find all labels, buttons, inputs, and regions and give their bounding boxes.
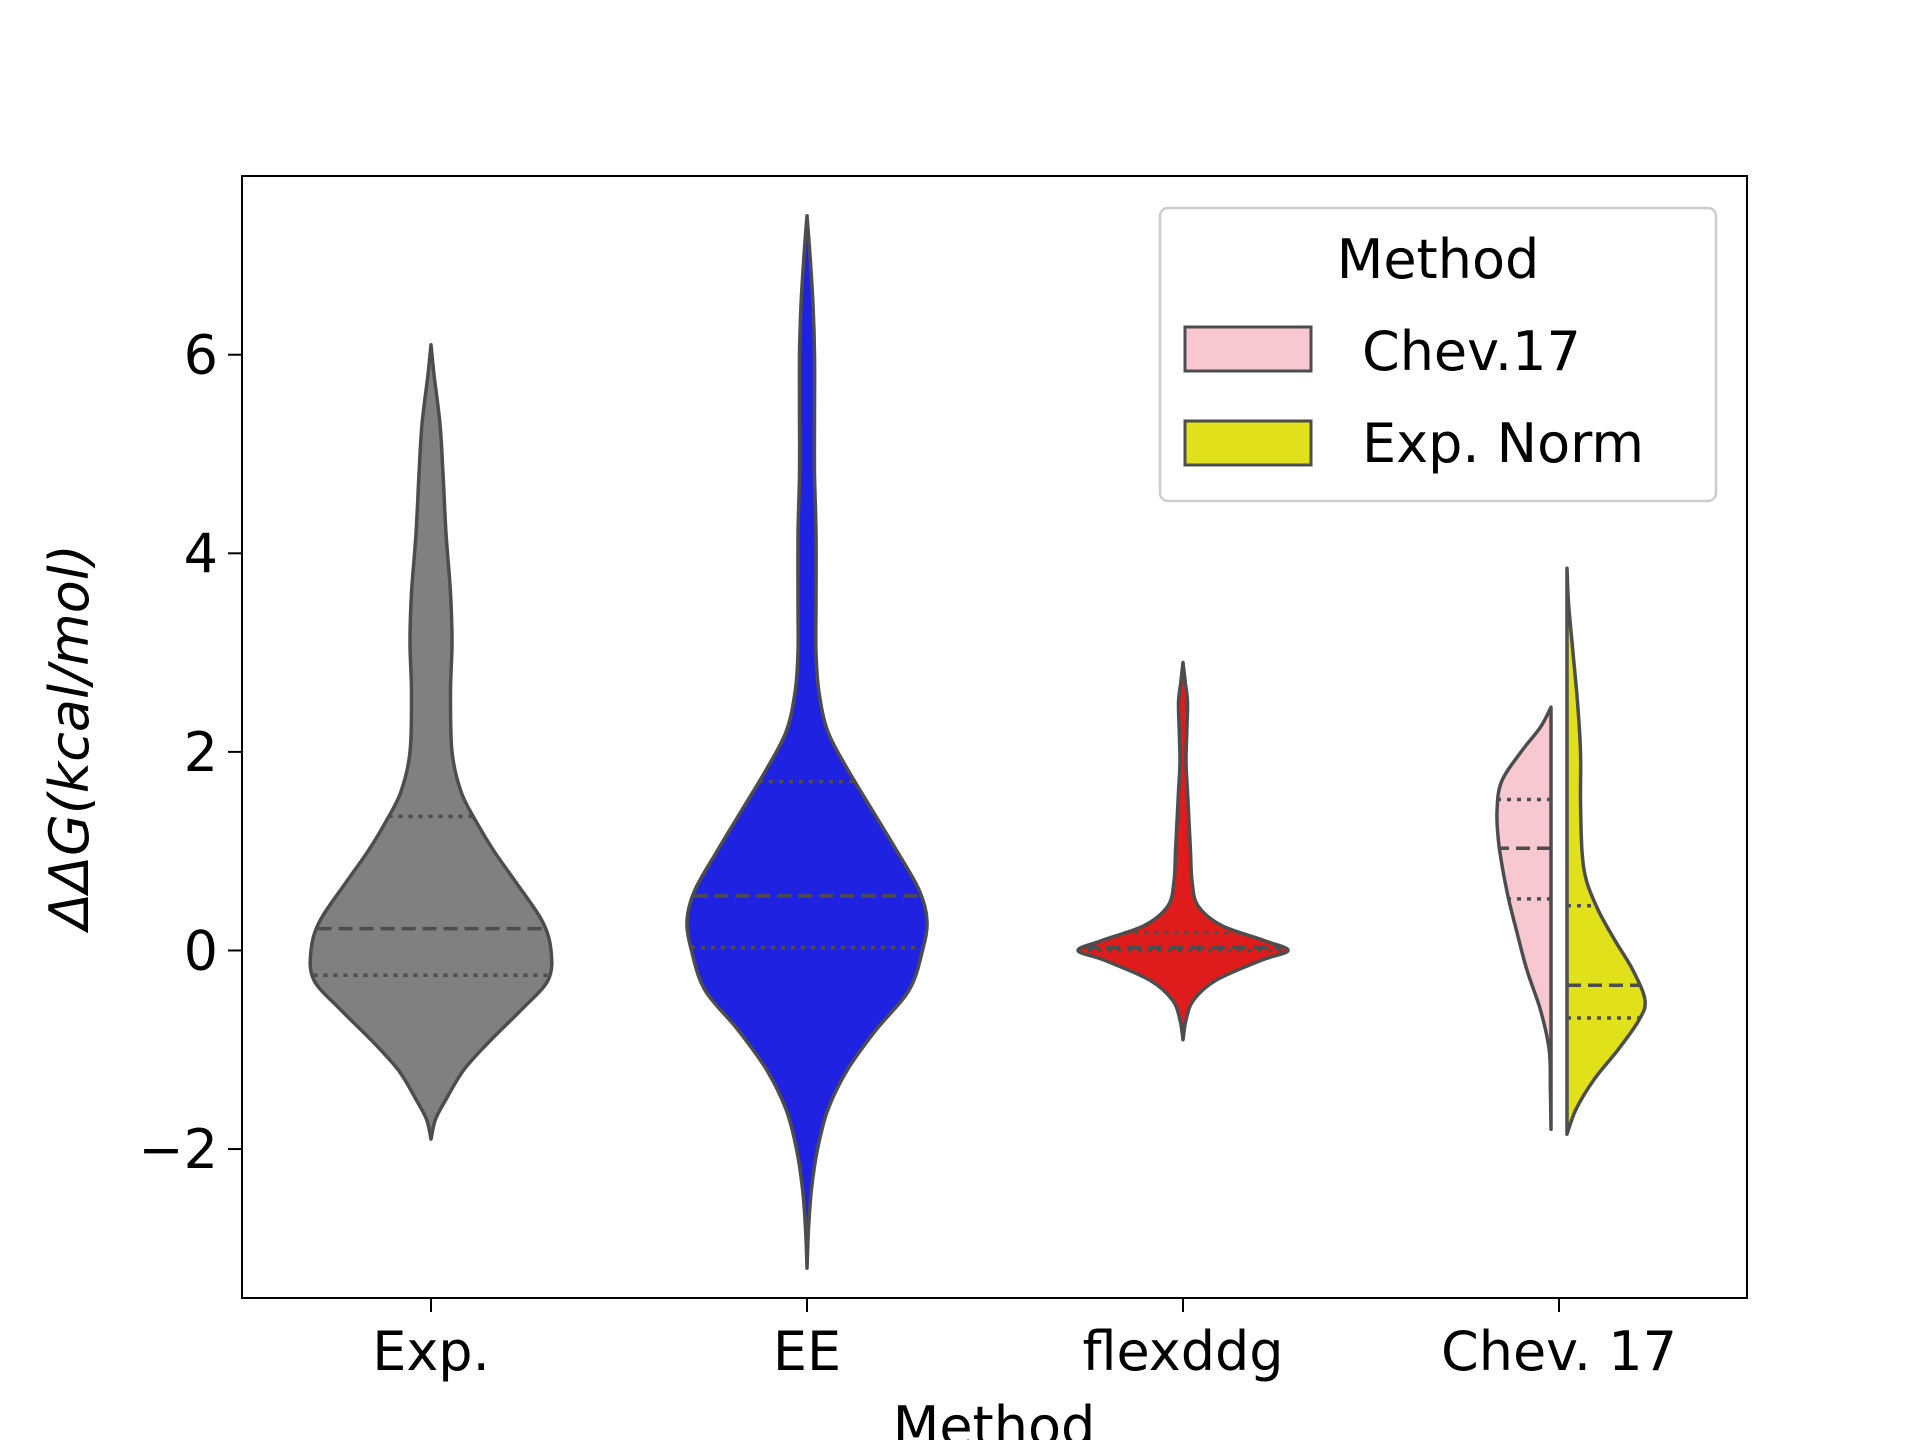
quartile-lines (313, 779, 1640, 1020)
legend-swatch-chev17 (1183, 325, 1313, 373)
y-tick-label: 6 (184, 324, 218, 387)
violin-chev-17-left (1495, 705, 1553, 1131)
x-tick-label: Chev. 17 (1441, 1320, 1677, 1383)
plot-frame (241, 175, 1748, 1299)
violin-chev-17-right (1565, 566, 1647, 1136)
y-tick-label: 2 (184, 721, 218, 784)
y-axis: −2 0 2 4 6 (138, 324, 242, 1181)
violin-exp (308, 343, 554, 1141)
y-tick-label: −2 (138, 1118, 218, 1181)
x-axis-label: Method (893, 1395, 1096, 1440)
y-tick-label: 4 (184, 522, 218, 585)
legend: Method Chev.17 Exp. Norm (1158, 206, 1718, 503)
violin-group (308, 213, 1647, 1270)
legend-swatch-exp-norm (1183, 419, 1313, 467)
y-axis-label: ΔΔG(kcal/mol) (38, 544, 101, 934)
x-tick-label: Exp. (372, 1320, 490, 1383)
x-tick-label: EE (773, 1320, 841, 1383)
legend-label-chev17: Chev.17 (1362, 320, 1581, 383)
legend-title: Method (1337, 228, 1540, 291)
violin-flexddg (1076, 660, 1290, 1042)
x-tick-label: flexddg (1082, 1320, 1283, 1383)
x-axis: Exp. EE flexddg Chev. 17 (372, 1298, 1677, 1383)
violin-ee (685, 213, 929, 1270)
y-tick-label: 0 (184, 919, 218, 982)
legend-label-exp-norm: Exp. Norm (1362, 412, 1644, 475)
